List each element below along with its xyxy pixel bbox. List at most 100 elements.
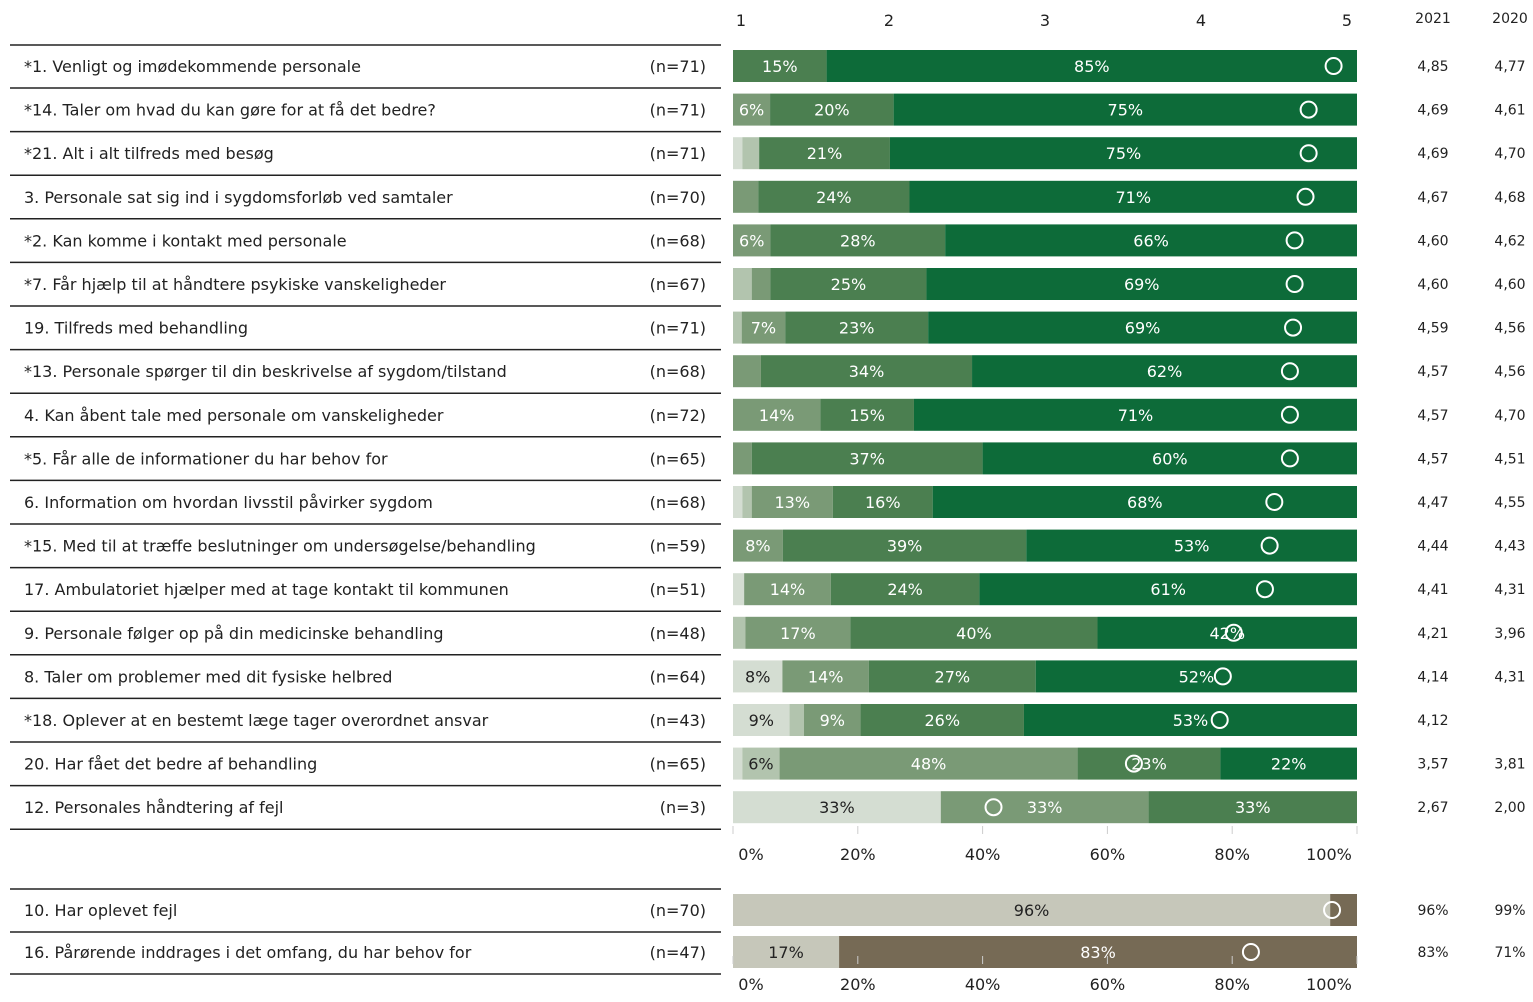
bar-segment [733,398,821,431]
bar-segment [770,268,927,300]
data-label: 27% [935,667,971,686]
mean-marker [1280,362,1299,381]
bar-segment [830,573,980,606]
value-2021: 4,47 [1417,495,1448,511]
data-label: 21% [807,144,843,163]
bar-segment [850,616,1098,649]
bar-segment [733,791,941,824]
data-label: 24% [816,188,852,207]
value-2020: 3,96 [1494,626,1525,642]
mean-marker [1284,318,1303,337]
value-2020: 2,00 [1494,800,1525,816]
data-label: 53% [1173,711,1209,730]
data-label: 48% [911,755,947,774]
mean-marker [1241,943,1260,961]
bar-segment [893,93,1357,126]
value-2020: 4,70 [1494,408,1525,424]
data-label: 96% [1014,901,1050,920]
row-n: (n=68) [650,231,706,250]
row-n: (n=71) [650,101,706,120]
bar-segment [1026,529,1357,562]
value-2020: 4,51 [1494,451,1525,467]
bar-segment [785,311,929,344]
bar-segment [733,573,745,606]
bar-segment [733,529,783,562]
row-n: (n=3) [660,798,706,817]
percent-tick-label: 40% [965,845,1001,864]
percent-axis-top: 0% 20% 40% 60% 80% 100% [732,826,1358,864]
row-n: (n=47) [650,943,706,962]
mean-marker [1323,901,1342,919]
bar-segment [972,355,1357,388]
mean-marker [1280,449,1299,468]
bar-segment [733,747,743,780]
data-label: 66% [1133,231,1169,250]
percent-axis-bottom: 0% 20% 40% 60% 80% 100% [732,956,1358,994]
bar-segment [868,660,1036,693]
value-2021: 4,85 [1417,59,1448,75]
data-label: 14% [808,667,844,686]
bar-segment [940,791,1149,824]
data-label: 37% [849,449,885,468]
binary-rows: 10. Har oplevet fejl (n=70) 96% 96% 99% 16. P… [10,888,1526,975]
bar-segment [782,529,1027,562]
value-2020: 4,68 [1494,190,1525,206]
data-label: 68% [1127,493,1163,512]
bar-segment [742,137,760,170]
mean-marker [1255,580,1274,599]
percent-tick-label: 0% [738,975,763,994]
value-2021: 4,57 [1417,451,1448,467]
value-2021: 4,21 [1417,626,1448,642]
bar-segment [733,936,840,968]
bar-segment [945,224,1357,257]
bar-segment [913,398,1357,431]
data-label: 14% [770,580,806,599]
mean-marker [1296,187,1315,206]
row-label: *21. Alt i alt tilfreds med besøg [24,144,274,163]
data-label: 33% [1235,798,1271,817]
bar-segment [1035,660,1357,693]
row-label: 8. Taler om problemer med dit fysiske he… [24,667,392,686]
row-n: (n=70) [650,188,706,207]
mean-marker [1224,623,1243,642]
bar-segment [782,660,869,693]
bar-segment [742,486,752,518]
row-n: (n=70) [650,901,706,920]
bar-segment [733,311,742,344]
data-label: 42% [1209,624,1245,643]
row-n: (n=48) [650,624,706,643]
bar-segment [820,398,914,431]
data-label: 75% [1108,101,1144,120]
bar-segment [751,486,833,518]
row-label: 17. Ambulatoriet hjælper med at tage kon… [24,580,509,599]
value-2021: 4,57 [1417,408,1448,424]
data-label: 85% [1074,57,1110,76]
data-label: 53% [1174,537,1210,556]
bar-segment [733,442,752,475]
bar-segment [759,137,890,170]
row-n: (n=51) [650,580,706,599]
data-label: 69% [1125,319,1161,338]
row-label: 3. Personale sat sig ind i sygdomsforløb… [24,188,453,207]
bar-segment [789,704,805,736]
bar-segment [889,137,1357,170]
year-header-2021: 2021 [1415,11,1451,27]
row-n: (n=65) [650,449,706,468]
mean-marker [1280,405,1299,424]
data-label: 9% [749,711,774,730]
value-2021: 4,60 [1417,233,1448,249]
score-tick-label: 4 [1196,11,1206,30]
mean-marker [1285,231,1304,250]
mean-marker [984,798,1003,817]
value-2021: 2,67 [1417,800,1448,816]
value-2021: 96% [1417,903,1448,919]
row-n: (n=64) [650,667,706,686]
score-tick-label: 3 [1040,11,1050,30]
data-label: 40% [956,624,992,643]
row-label: *2. Kan komme i kontakt med personale [24,231,347,250]
data-label: 33% [1027,798,1063,817]
bar-segment [760,355,973,388]
bar-segment [741,311,786,344]
data-label: 62% [1147,362,1183,381]
score-tick-label: 1 [736,11,746,30]
